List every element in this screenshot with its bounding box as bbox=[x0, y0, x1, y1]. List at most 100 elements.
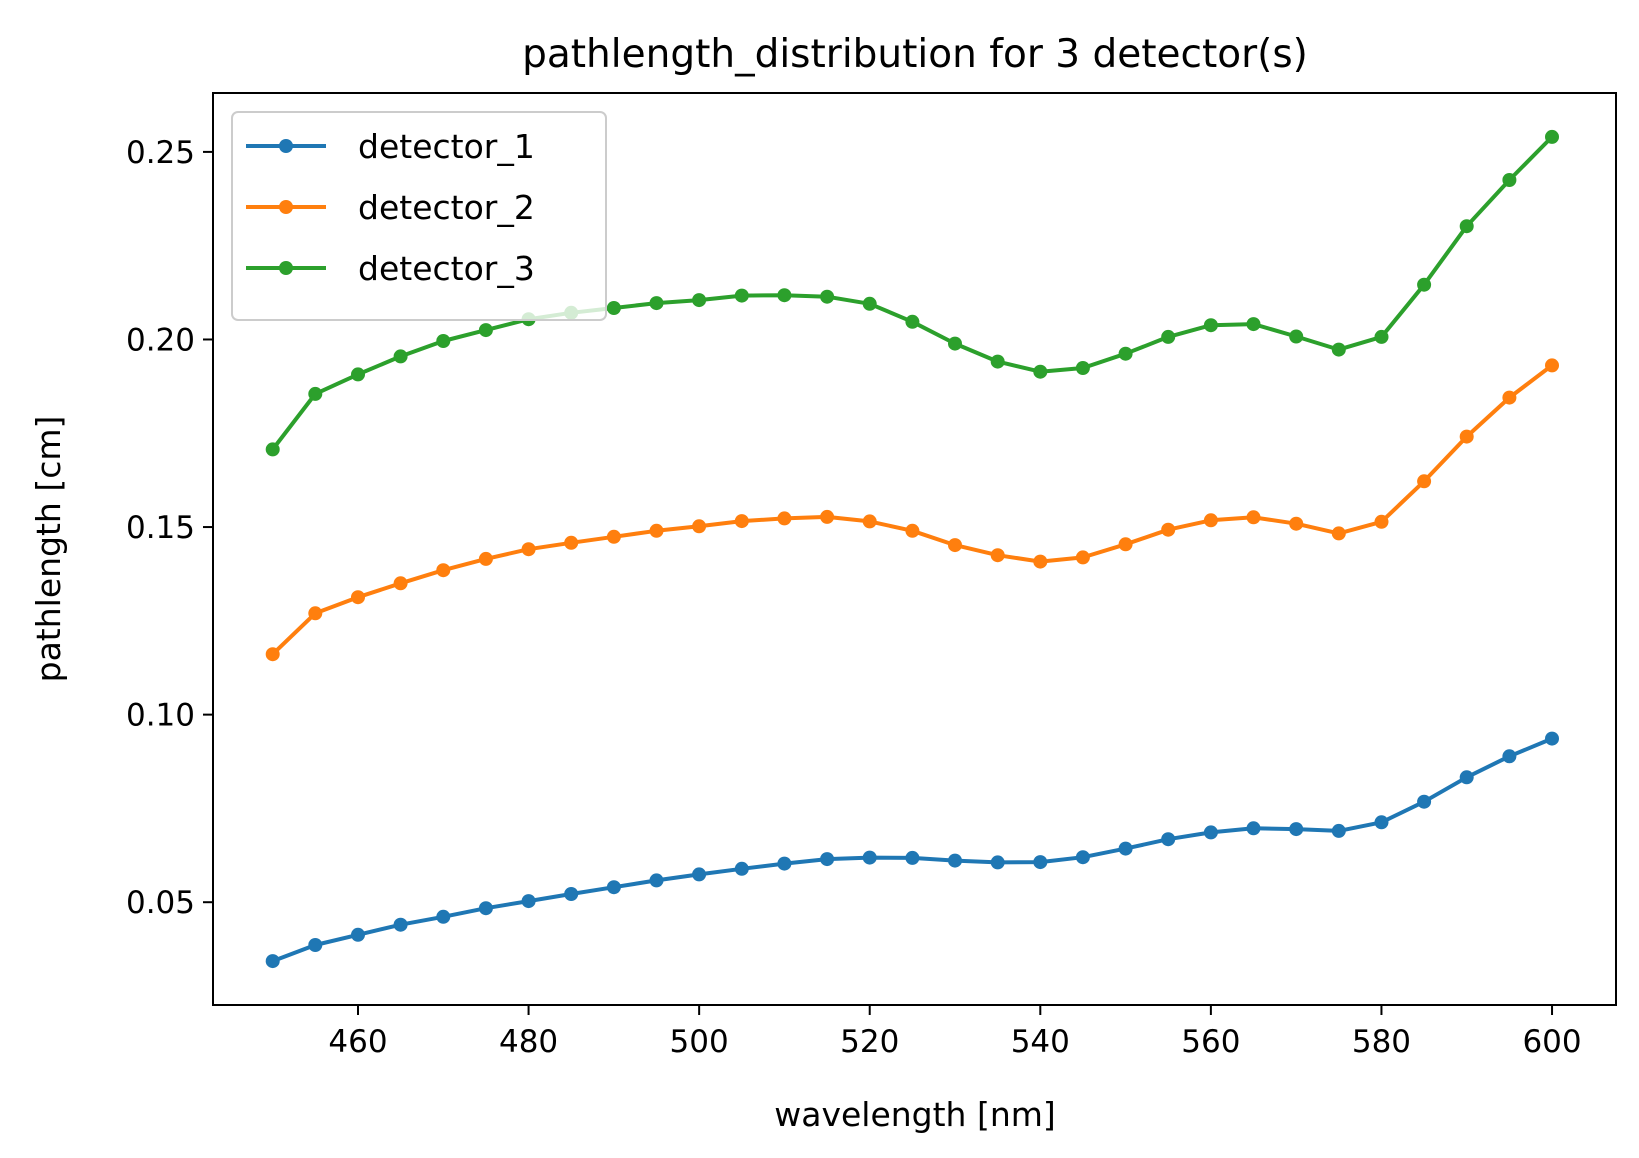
legend-label: detector_3 bbox=[358, 249, 535, 288]
plot-frame bbox=[212, 92, 1617, 1006]
legend: detector_1 detector_2 detector_3 bbox=[231, 111, 607, 321]
data-point bbox=[948, 336, 962, 351]
data-point bbox=[1203, 318, 1218, 333]
data-point bbox=[1374, 329, 1389, 344]
legend-item: detector_3 bbox=[246, 249, 535, 288]
data-point bbox=[777, 288, 792, 303]
data-point bbox=[1374, 514, 1389, 529]
data-point bbox=[777, 856, 792, 871]
data-point bbox=[990, 354, 1005, 369]
data-point bbox=[1289, 329, 1304, 344]
data-point bbox=[1075, 850, 1090, 865]
data-point bbox=[1502, 390, 1517, 405]
data-point bbox=[521, 542, 536, 557]
data-point bbox=[948, 853, 962, 868]
y-tick-label: 0.20 bbox=[126, 322, 195, 358]
y-axis-label: pathlength [cm] bbox=[29, 416, 68, 683]
data-point bbox=[478, 551, 493, 566]
data-point bbox=[1033, 554, 1048, 569]
data-point bbox=[436, 563, 451, 578]
y-tick-label: 0.15 bbox=[126, 510, 195, 546]
data-point bbox=[948, 538, 962, 553]
data-point bbox=[1161, 329, 1176, 344]
data-point bbox=[1289, 516, 1304, 531]
data-point bbox=[649, 873, 664, 888]
x-tick-label: 520 bbox=[840, 1024, 899, 1060]
data-point bbox=[820, 289, 835, 304]
data-point bbox=[862, 296, 877, 311]
data-point bbox=[1246, 821, 1261, 836]
data-point bbox=[351, 367, 365, 382]
series-layer bbox=[265, 129, 1559, 969]
x-tick-label: 460 bbox=[328, 1024, 387, 1060]
data-point bbox=[1033, 364, 1048, 379]
data-point bbox=[1502, 173, 1517, 187]
legend-swatch-marker bbox=[279, 261, 293, 275]
x-tick-label: 560 bbox=[1181, 1024, 1240, 1060]
data-point bbox=[1075, 361, 1090, 375]
data-point bbox=[734, 288, 749, 303]
legend-label: detector_1 bbox=[358, 127, 535, 166]
data-point bbox=[478, 901, 493, 916]
data-point bbox=[1545, 129, 1559, 144]
data-point bbox=[820, 509, 835, 524]
data-point bbox=[308, 386, 323, 401]
data-point bbox=[265, 954, 280, 969]
data-point bbox=[1161, 522, 1176, 537]
data-point bbox=[606, 301, 621, 315]
data-point bbox=[351, 590, 365, 605]
x-tick-label: 600 bbox=[1522, 1024, 1581, 1060]
data-point bbox=[393, 349, 408, 364]
data-point bbox=[1545, 731, 1559, 746]
data-point bbox=[521, 894, 536, 909]
data-point bbox=[862, 514, 877, 529]
data-point bbox=[649, 296, 664, 311]
data-point bbox=[1459, 219, 1474, 234]
y-tick-label: 0.05 bbox=[126, 885, 195, 921]
series-detector_1 bbox=[265, 731, 1559, 969]
series-detector_2 bbox=[265, 358, 1559, 662]
legend-item: detector_2 bbox=[246, 188, 535, 227]
data-point bbox=[1033, 855, 1048, 870]
data-point bbox=[436, 334, 451, 348]
y-tick-label: 0.25 bbox=[126, 135, 195, 171]
ticks-layer: 460 480 500 520 540 560 580 600 0.05 0.10 0.15 0.20… bbox=[126, 135, 1582, 1060]
data-point bbox=[862, 850, 877, 865]
data-point bbox=[820, 852, 835, 867]
data-point bbox=[1203, 825, 1218, 840]
data-point bbox=[1417, 277, 1432, 292]
data-point bbox=[1331, 342, 1346, 357]
data-point bbox=[1246, 317, 1261, 332]
data-point bbox=[1118, 346, 1133, 361]
data-point bbox=[1246, 510, 1261, 525]
data-point bbox=[1075, 550, 1090, 565]
data-point bbox=[308, 606, 323, 621]
data-point bbox=[606, 880, 621, 895]
data-point bbox=[478, 323, 493, 338]
x-axis-label: wavelength [nm] bbox=[774, 1095, 1056, 1134]
data-point bbox=[1161, 832, 1176, 847]
data-point bbox=[265, 647, 280, 662]
data-point bbox=[1203, 513, 1218, 528]
x-tick-label: 480 bbox=[499, 1024, 558, 1060]
data-point bbox=[1331, 823, 1346, 838]
data-point bbox=[606, 529, 621, 544]
data-point bbox=[777, 511, 792, 526]
data-point bbox=[1118, 537, 1133, 552]
data-point bbox=[564, 535, 579, 550]
data-point bbox=[265, 442, 280, 457]
data-point bbox=[990, 855, 1005, 870]
data-point bbox=[393, 917, 408, 932]
legend-label: detector_2 bbox=[358, 188, 535, 227]
data-point bbox=[1459, 429, 1474, 444]
data-point bbox=[990, 548, 1005, 563]
data-point bbox=[1459, 770, 1474, 785]
x-tick-label: 540 bbox=[1011, 1024, 1070, 1060]
data-point bbox=[734, 514, 749, 529]
data-point bbox=[308, 938, 323, 952]
data-point bbox=[1417, 474, 1432, 489]
x-tick-label: 500 bbox=[670, 1024, 729, 1060]
legend-swatch-marker bbox=[279, 139, 293, 153]
data-point bbox=[436, 909, 451, 924]
